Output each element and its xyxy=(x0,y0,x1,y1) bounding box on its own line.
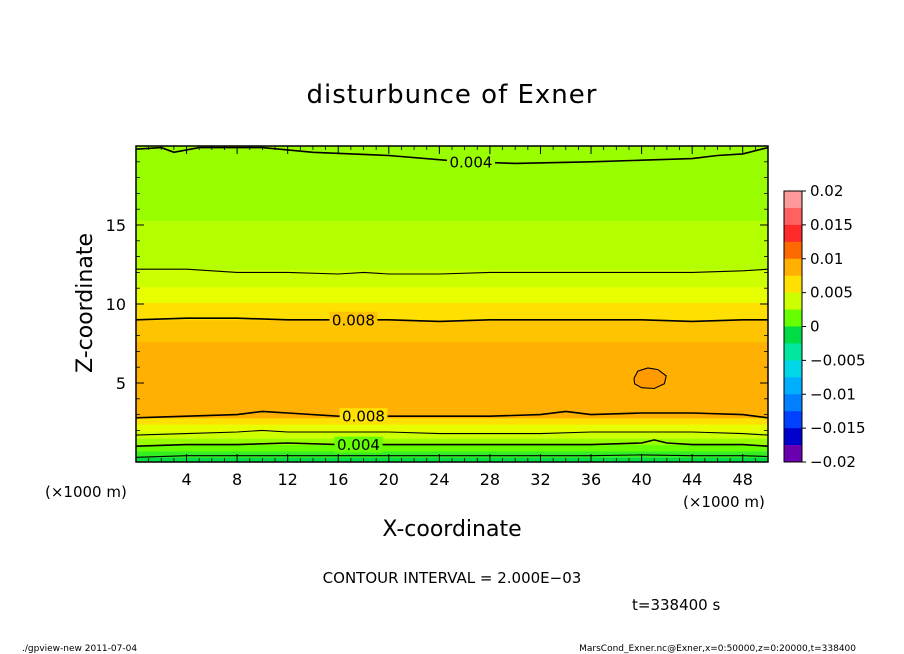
contour-line-5 xyxy=(135,429,769,436)
field-band-1 xyxy=(136,450,768,458)
contour-line-2 xyxy=(135,317,768,323)
contour-line-4 xyxy=(135,410,769,419)
x-tick-label: 24 xyxy=(429,470,449,489)
contour-line-1 xyxy=(136,268,769,275)
field-band-12 xyxy=(136,220,768,270)
field-bands xyxy=(136,146,768,463)
contour-labels: 0.004 0.008 0.008 0.004 xyxy=(329,153,495,454)
y-tick-label: 10 xyxy=(106,295,126,314)
field-band-6 xyxy=(136,417,768,425)
x-tick-label: 32 xyxy=(530,470,550,489)
field-band-5 xyxy=(136,424,768,433)
colorbar-level-8 xyxy=(784,326,802,344)
chart-title: disturbunce of Exner xyxy=(307,80,598,110)
footer-right-text: MarsCond_Exner.nc@Exner,x=0:50000,z=0:20… xyxy=(579,644,856,654)
y-tick-label: 15 xyxy=(106,216,126,235)
x-tick-label: 48 xyxy=(733,470,753,489)
field-band-4 xyxy=(136,431,768,439)
colorbar-level-6 xyxy=(784,292,802,310)
colorbar-tick-label: −0.005 xyxy=(810,351,866,369)
field-band-11 xyxy=(136,269,768,288)
contour-label: 0.008 xyxy=(342,408,385,426)
colorbar-level-2 xyxy=(784,224,802,243)
x-tick-label: 40 xyxy=(631,470,651,489)
contour-label-bg xyxy=(339,408,388,425)
field-band-3 xyxy=(136,438,768,446)
y-unit-label: (×1000 m) xyxy=(45,483,127,501)
x-tick-label: 8 xyxy=(232,470,242,489)
colorbar-level-12 xyxy=(784,394,802,412)
contour-label-bg xyxy=(446,153,495,170)
colorbar-level-3 xyxy=(784,241,802,260)
x-tick-label: 36 xyxy=(581,470,601,489)
colorbar-level-11 xyxy=(784,377,802,395)
contour-interval-text: CONTOUR INTERVAL = 2.000E−03 xyxy=(323,569,582,587)
x-tick-label: 16 xyxy=(328,470,348,489)
x-axis-ticks: 4 8 12 16 20 24 28 32 36 40 44 48 xyxy=(148,146,756,489)
x-tick-label: 28 xyxy=(480,470,500,489)
contour-label: 0.004 xyxy=(337,436,380,454)
field-band-9 xyxy=(136,302,768,321)
colorbar-level-4 xyxy=(784,258,802,276)
field-band-2 xyxy=(136,444,768,452)
colorbar-tick-label: 0 xyxy=(810,318,820,336)
contour-lines xyxy=(135,146,769,458)
contour-label: 0.008 xyxy=(332,311,375,329)
colorbar-tick-label: −0.015 xyxy=(810,419,866,437)
colorbar-level-1 xyxy=(784,207,802,226)
contour-label: 0.004 xyxy=(449,153,492,171)
colorbar-tick-label: 0.005 xyxy=(810,284,853,302)
colorbar-level-9 xyxy=(784,343,802,361)
colorbar-tick-label: 0.02 xyxy=(810,182,843,200)
colorbar-tick-label: −0.01 xyxy=(810,385,856,403)
colorbar-tick-label: −0.02 xyxy=(810,453,856,471)
colorbar xyxy=(783,190,803,463)
max-region-fill xyxy=(634,368,667,389)
colorbar-level-0 xyxy=(784,191,802,209)
y-tick-label: 5 xyxy=(116,374,126,393)
x-axis-label: X-coordinate xyxy=(382,517,521,542)
colorbar-level-14 xyxy=(784,428,802,446)
contour-line-3 xyxy=(633,367,667,390)
colorbar-level-10 xyxy=(784,360,802,378)
x-tick-label: 4 xyxy=(181,470,191,489)
field-band-10 xyxy=(136,286,768,303)
colorbar-level-7 xyxy=(784,309,802,327)
y-axis-label: Z-coordinate xyxy=(73,233,98,373)
contour-label-bg xyxy=(334,436,383,453)
field-band-7 xyxy=(136,341,768,419)
contour-line-6 xyxy=(135,439,769,447)
colorbar-level-13 xyxy=(784,411,802,429)
footer-left-text: ./gpview-new 2011-07-04 xyxy=(22,644,137,654)
contour-label-bg xyxy=(329,311,378,328)
colorbar-level-15 xyxy=(784,445,802,463)
colorbar-ticks: 0.02 0.015 0.01 0.005 0 −0.005 −0.01 −0.015 −0.0… xyxy=(802,182,866,471)
colorbar-tick-label: 0.01 xyxy=(810,250,843,268)
x-unit-label: (×1000 m) xyxy=(683,493,765,511)
colorbar-tick-label: 0.015 xyxy=(810,216,853,234)
x-tick-label: 12 xyxy=(278,470,298,489)
x-tick-label: 20 xyxy=(379,470,399,489)
x-tick-label: 44 xyxy=(682,470,702,489)
colorbar-level-5 xyxy=(784,275,802,293)
y-axis-ticks: 5 10 15 xyxy=(106,161,768,447)
field-band-8 xyxy=(136,319,768,343)
contour-line-7 xyxy=(135,454,769,458)
time-text: t=338400 s xyxy=(632,596,720,614)
